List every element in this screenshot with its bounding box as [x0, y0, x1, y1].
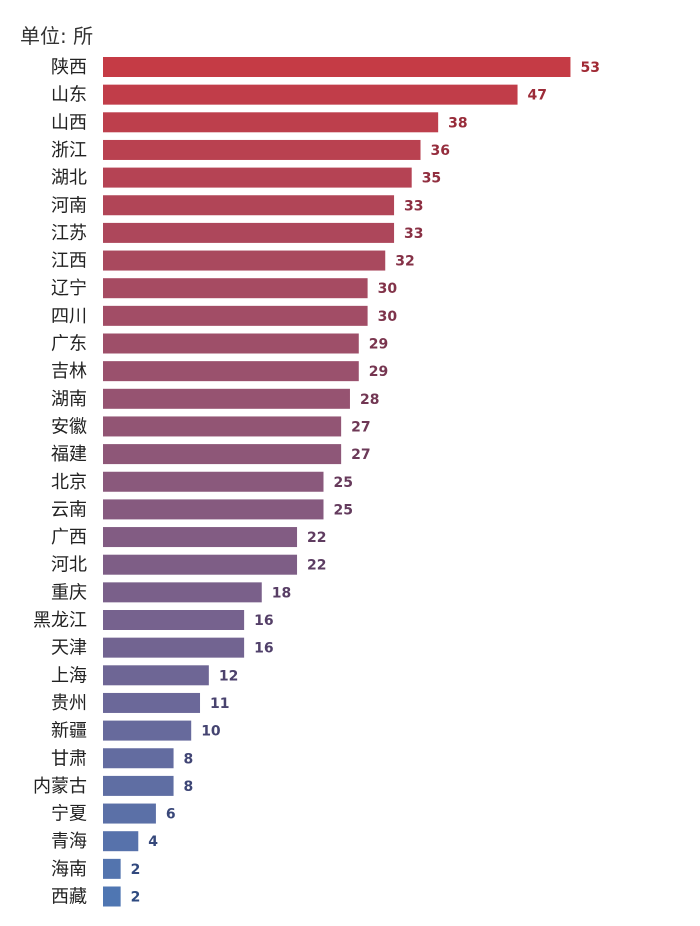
- bar-山东: [103, 84, 518, 105]
- value-label: 38: [448, 115, 467, 131]
- category-label: 青海: [51, 831, 87, 852]
- bar-湖南: [103, 388, 350, 409]
- value-label: 2: [131, 862, 141, 878]
- category-label: 北京: [51, 472, 87, 493]
- value-label: 25: [334, 502, 353, 518]
- value-label: 29: [369, 337, 388, 353]
- bar-江西: [103, 250, 386, 271]
- value-label: 12: [219, 668, 238, 684]
- bar-内蒙古: [103, 775, 174, 796]
- bar-广东: [103, 333, 359, 354]
- value-label: 53: [580, 60, 599, 76]
- category-label: 辽宁: [51, 278, 87, 299]
- category-label: 四川: [51, 306, 87, 327]
- category-label: 重庆: [51, 582, 87, 603]
- bar-上海: [103, 665, 209, 686]
- bar-新疆: [103, 720, 192, 741]
- value-label: 2: [131, 890, 141, 906]
- category-label: 湖北: [51, 168, 87, 189]
- category-label: 宁夏: [51, 804, 87, 825]
- category-label: 河南: [51, 195, 87, 216]
- category-label: 内蒙古: [33, 776, 87, 797]
- value-label: 22: [307, 558, 326, 574]
- bar-西藏: [103, 886, 121, 907]
- bar-贵州: [103, 692, 201, 713]
- category-label: 安徽: [51, 416, 87, 437]
- bar-吉林: [103, 361, 359, 382]
- category-label: 山西: [51, 112, 87, 133]
- bar-山西: [103, 112, 439, 133]
- value-label: 10: [201, 724, 221, 740]
- value-label: 30: [378, 281, 398, 297]
- category-label: 贵州: [51, 693, 87, 714]
- category-label: 广东: [51, 334, 87, 355]
- bar-重庆: [103, 582, 262, 603]
- value-label: 22: [307, 530, 326, 546]
- value-label: 32: [395, 254, 414, 270]
- category-label: 浙江: [51, 140, 87, 161]
- category-label: 天津: [51, 638, 87, 659]
- value-label: 25: [334, 475, 353, 491]
- bar-河北: [103, 554, 298, 575]
- value-label: 4: [148, 834, 158, 850]
- category-label: 广西: [51, 527, 87, 548]
- bar-福建: [103, 444, 342, 465]
- value-label: 11: [210, 696, 229, 712]
- category-label: 上海: [51, 665, 87, 686]
- category-label: 陕西: [51, 57, 87, 78]
- bar-甘肃: [103, 748, 174, 769]
- bar-天津: [103, 637, 245, 658]
- bar-河南: [103, 195, 395, 216]
- value-label: 33: [404, 198, 423, 214]
- bar-陕西: [103, 57, 571, 77]
- category-label: 黑龙江: [33, 610, 87, 631]
- bar-广西: [103, 527, 298, 548]
- value-label: 30: [378, 309, 398, 325]
- bars-group: 陕西 53 山东 47 山西 38 浙江 36 湖北 35 河南 33 江苏 33 江西 32 辽宁 30 四川 30…: [33, 57, 600, 908]
- value-label: 47: [528, 88, 547, 104]
- category-label: 吉林: [51, 361, 87, 382]
- unit-label: 单位: 所: [20, 24, 93, 48]
- category-label: 江苏: [51, 223, 87, 244]
- value-label: 8: [184, 751, 194, 767]
- bar-海南: [103, 858, 121, 879]
- value-label: 27: [351, 447, 370, 463]
- category-label: 云南: [51, 499, 87, 520]
- value-label: 33: [404, 226, 423, 242]
- value-label: 8: [184, 779, 194, 795]
- category-label: 海南: [51, 859, 87, 880]
- category-label: 西藏: [51, 887, 87, 908]
- bar-青海: [103, 831, 139, 852]
- bar-浙江: [103, 139, 421, 160]
- category-label: 福建: [51, 444, 87, 465]
- bar-云南: [103, 499, 324, 520]
- category-label: 湖南: [51, 389, 87, 410]
- category-label: 山东: [51, 85, 87, 106]
- bar-四川: [103, 305, 368, 326]
- bar-安徽: [103, 416, 342, 437]
- value-label: 28: [360, 392, 379, 408]
- bar-辽宁: [103, 278, 368, 299]
- bar-北京: [103, 471, 324, 492]
- value-label: 16: [254, 613, 273, 629]
- value-label: 36: [431, 143, 450, 159]
- category-label: 新疆: [51, 721, 87, 742]
- value-label: 18: [272, 585, 291, 601]
- value-label: 16: [254, 641, 273, 657]
- value-label: 29: [369, 364, 388, 380]
- value-label: 6: [166, 807, 176, 823]
- value-label: 35: [422, 171, 441, 187]
- bar-宁夏: [103, 803, 156, 824]
- bar-湖北: [103, 167, 412, 188]
- value-label: 27: [351, 419, 370, 435]
- bar-江苏: [103, 222, 395, 243]
- bar-黑龙江: [103, 610, 245, 630]
- category-label: 甘肃: [51, 748, 87, 769]
- category-label: 江西: [51, 251, 87, 272]
- category-label: 河北: [51, 555, 87, 576]
